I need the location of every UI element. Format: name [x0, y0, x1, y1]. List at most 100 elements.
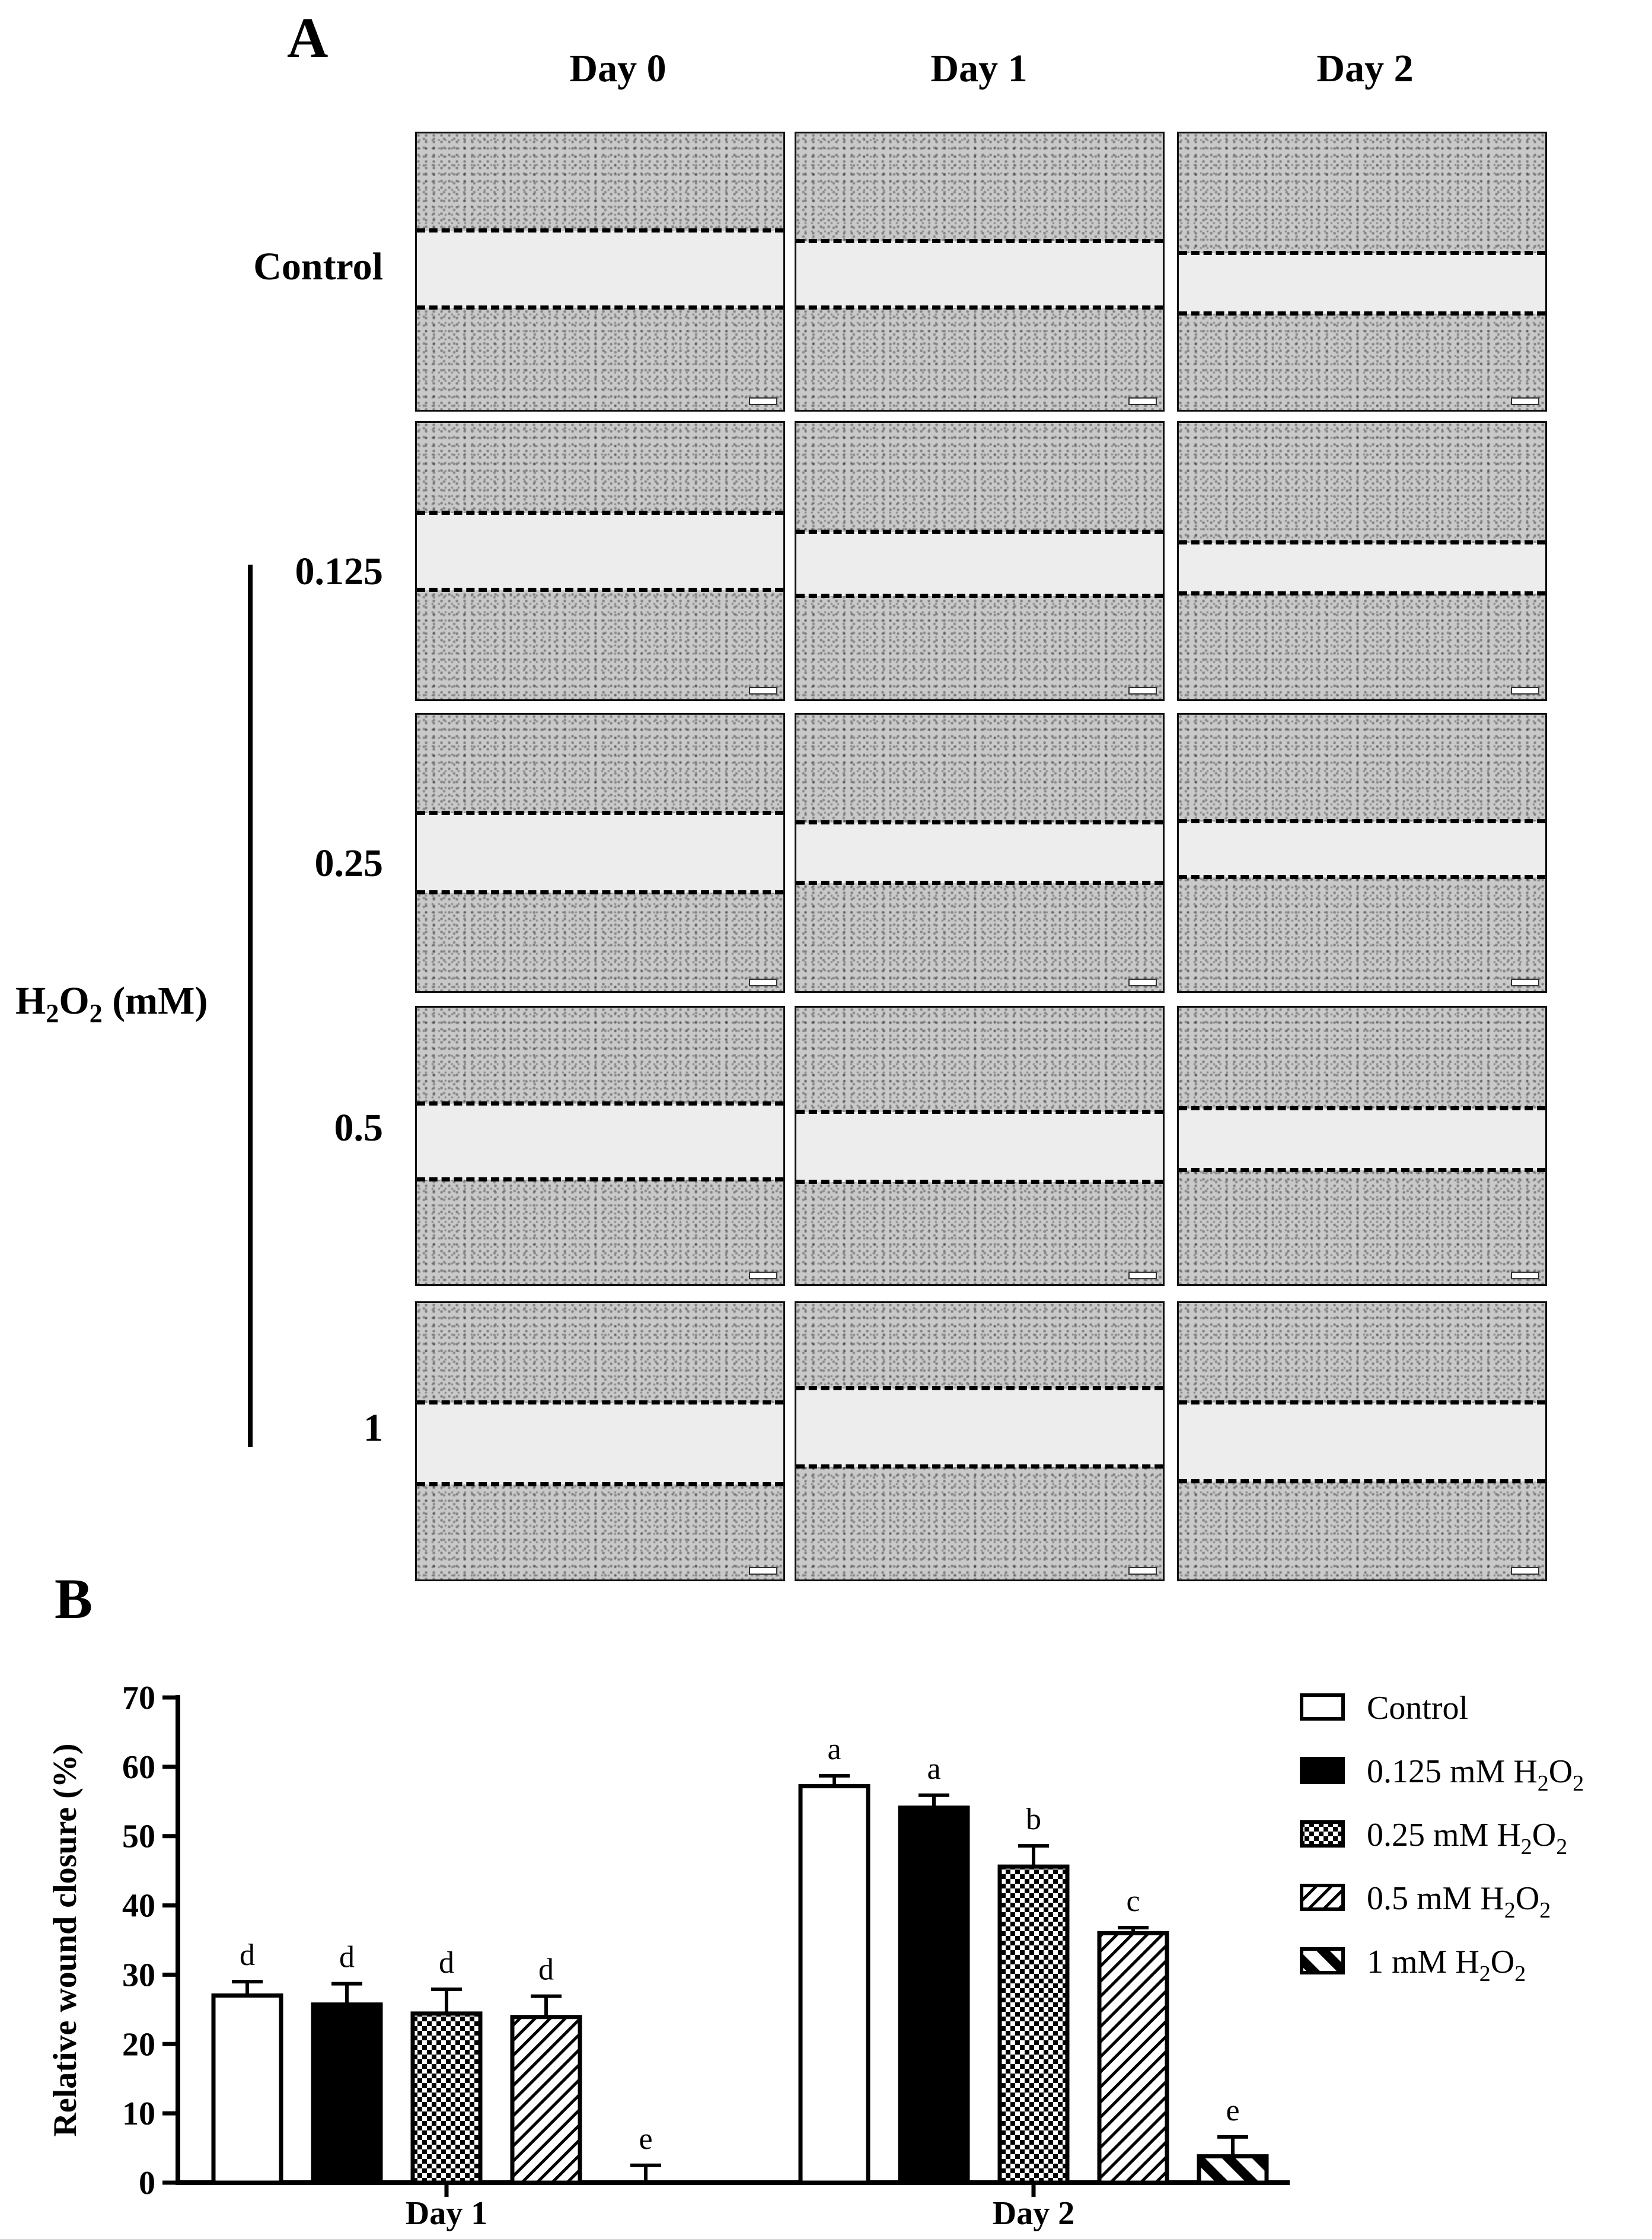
wound-edge-dashed-line — [417, 305, 783, 310]
wound-edge-dashed-line — [796, 594, 1163, 598]
significance-letter: b — [1026, 1802, 1041, 1836]
micrograph-row4-col3 — [1177, 1006, 1547, 1286]
significance-letter: d — [538, 1953, 554, 1987]
wound-gap — [1179, 253, 1545, 314]
row-label-0-125: 0.125 — [295, 550, 384, 593]
legend-swatch — [1300, 1757, 1345, 1784]
scale-bar — [1511, 397, 1539, 405]
wound-edge-dashed-line — [1179, 311, 1545, 316]
bar — [1097, 1931, 1169, 2185]
micrograph-row4-col1 — [415, 1006, 785, 1286]
wound-edge-dashed-line — [1179, 819, 1545, 823]
y-tick-label: 40 — [122, 1888, 155, 1925]
wound-edge-dashed-line — [796, 1464, 1163, 1469]
wound-edge-dashed-line — [1179, 1479, 1545, 1483]
scale-bar — [1128, 687, 1157, 695]
significance-letter: d — [339, 1941, 355, 1974]
y-tick-label: 10 — [122, 2095, 155, 2132]
scale-bar — [1128, 1567, 1157, 1575]
column-header-day-2: Day 2 — [1316, 47, 1414, 90]
y-tick-label: 0 — [139, 2165, 155, 2202]
wound-gap — [1179, 1109, 1545, 1170]
legend-swatch — [1300, 1884, 1345, 1911]
wound-edge-dashed-line — [417, 588, 783, 592]
wound-edge-dashed-line — [1179, 540, 1545, 544]
scale-bar — [749, 1272, 777, 1279]
scale-bar — [1511, 1567, 1539, 1575]
bar — [1197, 2154, 1269, 2185]
x-tick-label: Day 2 — [993, 2195, 1074, 2232]
legend-swatch — [1300, 1693, 1345, 1721]
y-tick-label: 70 — [122, 1680, 155, 1716]
significance-letter: d — [240, 1938, 255, 1972]
micrograph-row2-col1 — [415, 421, 785, 701]
wound-edge-dashed-line — [417, 811, 783, 815]
legend-entry: 0.125 mM H2O2 — [1367, 1753, 1584, 1796]
wound-edge-dashed-line — [1179, 875, 1545, 879]
y-tick-label: 60 — [122, 1749, 155, 1786]
panel-b-label: B — [55, 1567, 93, 1630]
wound-edge-dashed-line — [417, 1177, 783, 1181]
wound-gap — [417, 513, 783, 590]
bar — [997, 1864, 1070, 2185]
row-label-0-5: 0.5 — [334, 1106, 384, 1149]
row-label-control: Control — [253, 245, 383, 288]
scale-bar — [1511, 1272, 1539, 1279]
wound-edge-dashed-line — [796, 881, 1163, 885]
significance-letter: d — [439, 1946, 454, 1980]
row-label-0-25: 0.25 — [314, 842, 384, 885]
wound-edge-dashed-line — [796, 239, 1163, 243]
wound-edge-dashed-line — [417, 1101, 783, 1106]
legend-entry: Control — [1367, 1690, 1468, 1727]
wound-edge-dashed-line — [796, 530, 1163, 534]
bar — [798, 1784, 870, 2185]
wound-edge-dashed-line — [1179, 1106, 1545, 1110]
significance-letter: c — [1126, 1884, 1140, 1918]
wound-gap — [417, 1403, 783, 1485]
h2o2-group-label: H2O2 (mM) — [15, 979, 208, 1028]
wound-edge-dashed-line — [796, 305, 1163, 310]
legend-entry: 0.25 mM H2O2 — [1367, 1817, 1567, 1859]
scale-bar — [1128, 979, 1157, 986]
wound-edge-dashed-line — [1179, 1400, 1545, 1404]
wound-edge-dashed-line — [417, 228, 783, 233]
wound-edge-dashed-line — [417, 890, 783, 894]
micrograph-row3-col3 — [1177, 713, 1547, 993]
significance-letter: e — [639, 2122, 652, 2156]
micrograph-row3-col2 — [795, 713, 1165, 993]
significance-letter: a — [927, 1752, 940, 1786]
y-tick-label: 50 — [122, 1818, 155, 1855]
wound-gap — [796, 1388, 1163, 1467]
legend-swatch — [1300, 1947, 1345, 1974]
wound-gap — [1179, 543, 1545, 594]
wound-gap — [796, 241, 1163, 308]
bar — [898, 1805, 970, 2185]
wound-edge-dashed-line — [1179, 251, 1545, 255]
wound-gap — [417, 231, 783, 308]
column-header-day-0: Day 0 — [569, 47, 666, 90]
scale-bar — [1128, 1272, 1157, 1279]
y-tick-label: 20 — [122, 2026, 155, 2063]
micrograph-row1-col2 — [795, 132, 1165, 412]
micrograph-row5-col3 — [1177, 1301, 1547, 1581]
scale-bar — [749, 1567, 777, 1575]
wound-gap — [417, 813, 783, 893]
wound-edge-dashed-line — [796, 1386, 1163, 1390]
wound-gap — [796, 823, 1163, 883]
wound-edge-dashed-line — [796, 1180, 1163, 1184]
wound-closure-bar-chart: 0 10 20 30 40 50 60 70 Relative wound closure (%… — [47, 1680, 1584, 2232]
micrograph-row1-col1 — [415, 132, 785, 412]
scale-bar — [1511, 687, 1539, 695]
x-tick-label: Day 1 — [406, 2195, 487, 2232]
micrograph-row5-col1 — [415, 1301, 785, 1581]
bar — [510, 2015, 582, 2185]
legend-swatch — [1300, 1820, 1345, 1848]
y-tick-label: 30 — [122, 1957, 155, 1993]
scale-bar — [749, 397, 777, 405]
y-axis-label: Relative wound closure (%) — [47, 1743, 84, 2136]
wound-edge-dashed-line — [417, 1482, 783, 1486]
scale-bar — [1128, 397, 1157, 405]
wound-gap — [1179, 1403, 1545, 1482]
bar — [311, 2002, 383, 2185]
micrograph-row3-col1 — [415, 713, 785, 993]
